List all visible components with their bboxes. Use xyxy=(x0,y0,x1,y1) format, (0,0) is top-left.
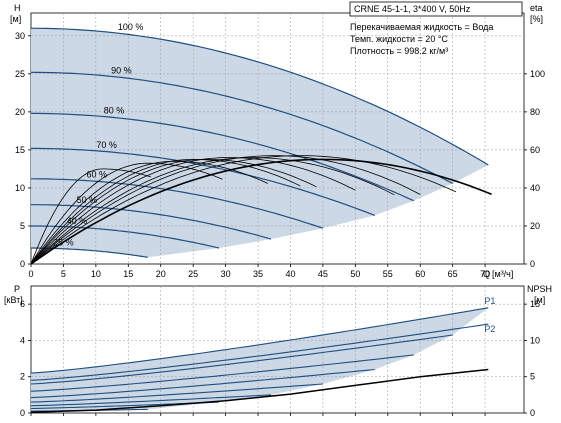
left-tick-label: 20 xyxy=(15,107,25,117)
pump-curve-25 xyxy=(31,247,148,258)
right-tick-label: 40 xyxy=(530,183,540,193)
x-tick-label: 45 xyxy=(318,269,328,279)
x-tick-label: 40 xyxy=(285,269,295,279)
x-tick-label: 30 xyxy=(221,269,231,279)
series-label: 50 % xyxy=(77,195,98,205)
left-tick-label: 10 xyxy=(15,183,25,193)
x-tick-label: 55 xyxy=(383,269,393,279)
pump-curve-100 xyxy=(30,27,489,166)
right-axis-unit-npsh: [м] xyxy=(534,295,545,305)
efficiency-curve xyxy=(30,157,356,265)
left-tick-label: 5 xyxy=(20,221,25,231)
npsh-curve xyxy=(30,368,489,414)
efficiency-curve xyxy=(30,158,301,265)
series-label-P1: P1 xyxy=(484,296,495,306)
x-tick-label: 50 xyxy=(350,269,360,279)
x-axis-name-q: Q xyxy=(483,269,490,279)
power-curve xyxy=(30,334,453,385)
x-tick-label: 20 xyxy=(156,269,166,279)
left-tick-label: 30 xyxy=(15,31,25,41)
right-axis-unit-eta: [%] xyxy=(530,14,543,24)
right-tick-label: 80 xyxy=(530,107,540,117)
x-tick-label: 35 xyxy=(253,269,263,279)
power-npsh-panel: P1 P2 0 2 4 6 0 5 10 15 xyxy=(20,285,540,418)
power-range-fill xyxy=(31,307,489,412)
title-box xyxy=(349,1,523,17)
efficiency-curve xyxy=(30,155,457,265)
right-tick-label: 5 xyxy=(530,372,535,382)
pump-curve-90 xyxy=(30,71,453,185)
left-tick-label: 15 xyxy=(15,145,25,155)
series-label: 60 % xyxy=(86,170,107,180)
x-tick-label: 5 xyxy=(61,269,66,279)
right-tick-label: 0 xyxy=(530,408,535,418)
info-density: Плотность = 998.2 кг/м³ xyxy=(350,46,448,56)
left-tick-label: 0 xyxy=(20,408,25,418)
x-tick-label: 0 xyxy=(28,269,33,279)
right-tick-label: 20 xyxy=(530,221,540,231)
efficiency-curve xyxy=(30,158,492,265)
head-efficiency-panel: 100 %90 %80 %70 %60 %50 %40 %25 %0510152… xyxy=(15,12,545,279)
left-axis-name-h: H xyxy=(14,3,21,13)
power-curve xyxy=(30,354,414,392)
left-tick-label: 4 xyxy=(20,335,25,345)
series-label: 80 % xyxy=(104,106,125,116)
right-tick-label: 10 xyxy=(530,335,540,345)
right-tick-label: 15 xyxy=(530,299,540,309)
series-label: 90 % xyxy=(111,65,132,75)
x-tick-label: 15 xyxy=(123,269,133,279)
right-tick-label: 100 xyxy=(530,69,545,79)
power-curve xyxy=(30,383,323,403)
x-axis-unit-q: [м³/ч] xyxy=(492,269,513,279)
left-axis-name-p: P xyxy=(14,284,20,294)
operating-range-fill xyxy=(31,28,489,258)
x-tick-label: 70 xyxy=(480,269,490,279)
right-axis-name-npsh: NPSH xyxy=(527,284,552,294)
left-tick-label: 0 xyxy=(20,259,25,269)
x-tick-label: 65 xyxy=(448,269,458,279)
efficiency-curve xyxy=(30,162,223,265)
pump-curve-50 xyxy=(31,204,272,240)
series-label: 70 % xyxy=(96,140,117,150)
series-label-P2: P2 xyxy=(484,324,495,334)
power-curve xyxy=(30,394,272,407)
info-fluid: Перекачиваемая жидкость = Вода xyxy=(350,22,493,32)
efficiency-curve xyxy=(30,158,317,265)
info-temperature: Темп. жидкости = 20 °C xyxy=(350,34,448,44)
x-tick-label: 60 xyxy=(415,269,425,279)
left-tick-label: 25 xyxy=(15,69,25,79)
right-tick-label: 0 xyxy=(530,259,535,269)
chart-title: CRNE 45-1-1, 3*400 V, 50Hz xyxy=(354,4,471,14)
left-axis-unit-p: [кВт] xyxy=(4,295,23,305)
left-tick-label: 6 xyxy=(20,299,25,309)
efficiency-curve xyxy=(30,168,152,265)
series-label: 100 % xyxy=(118,22,144,32)
x-tick-label: 25 xyxy=(188,269,198,279)
right-tick-label: 60 xyxy=(530,145,540,155)
left-tick-label: 2 xyxy=(20,372,25,382)
efficiency-curve xyxy=(30,157,395,265)
pump-curve-80 xyxy=(31,112,414,202)
pump-curve-60 xyxy=(31,178,324,229)
pump-curve-40 xyxy=(31,225,220,249)
left-axis-unit-h: [м] xyxy=(10,14,21,24)
power-curve-P2 xyxy=(30,323,489,381)
efficiency-curve xyxy=(30,160,268,265)
power-curve xyxy=(30,368,375,399)
power-curve-P1 xyxy=(30,307,489,374)
x-tick-label: 10 xyxy=(91,269,101,279)
right-axis-name-eta: eta xyxy=(530,3,543,13)
